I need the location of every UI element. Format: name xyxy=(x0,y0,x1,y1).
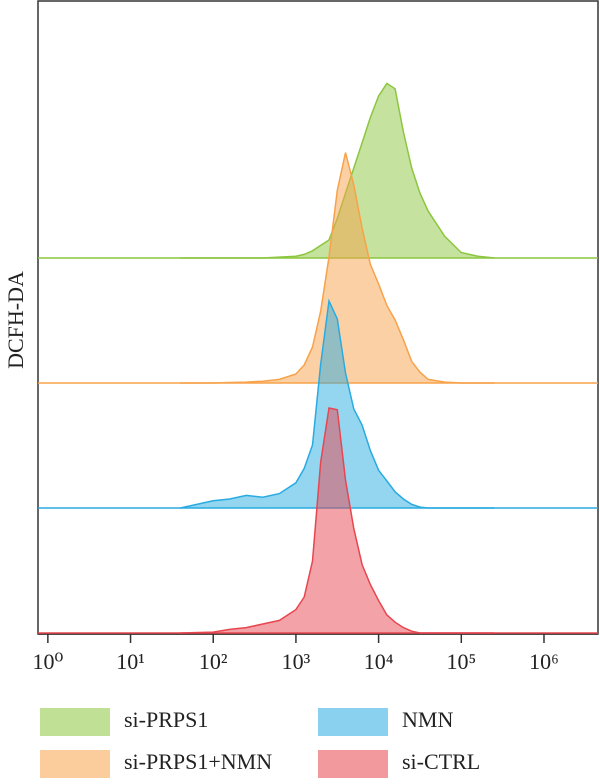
legend-swatch xyxy=(318,750,388,778)
histogram-area xyxy=(180,83,495,259)
x-tick-label: 10³ xyxy=(282,649,311,674)
legend-swatch xyxy=(318,708,388,736)
histogram-area xyxy=(180,301,495,508)
x-tick-label: 10² xyxy=(199,649,228,674)
x-tick-label: 10¹ xyxy=(116,649,145,674)
legend-label: si-PRPS1 xyxy=(124,707,208,732)
legend-swatch xyxy=(40,708,110,736)
x-tick-label: 10⁴ xyxy=(364,649,394,674)
x-tick-label: 10⁶ xyxy=(529,649,559,674)
histogram-line xyxy=(180,407,495,634)
legend-label: NMN xyxy=(402,707,453,732)
lanes xyxy=(38,82,598,634)
histogram-area xyxy=(180,152,495,383)
legend-swatch xyxy=(40,750,110,778)
y-axis-label: DCFH-DA xyxy=(3,271,28,369)
histogram-area xyxy=(180,408,495,633)
histogram-line xyxy=(180,298,495,509)
x-tick-label: 10⁵ xyxy=(446,649,476,674)
histogram-line xyxy=(180,152,495,384)
x-tick-label: 10⁰ xyxy=(32,649,63,674)
histogram-line xyxy=(180,82,495,259)
legend-label: si-CTRL xyxy=(402,749,480,774)
legend-label: si-PRPS1+NMN xyxy=(124,749,272,774)
